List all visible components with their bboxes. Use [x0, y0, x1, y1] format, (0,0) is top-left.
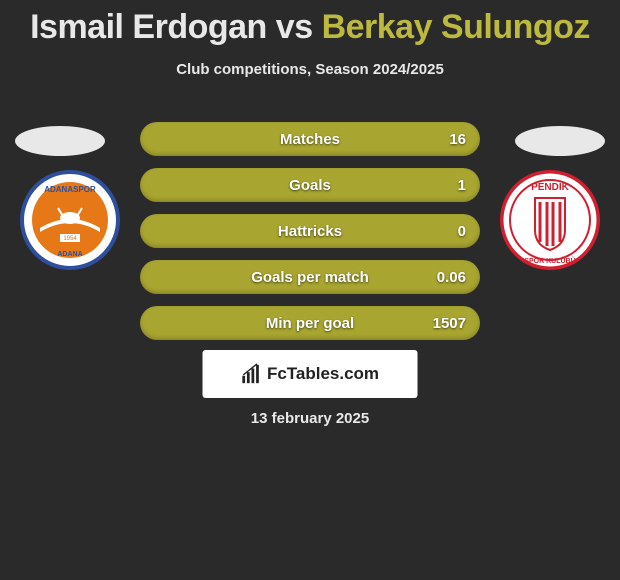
vs-text: vs: [276, 8, 313, 46]
stat-label: Goals per match: [251, 269, 369, 286]
subtitle: Club competitions, Season 2024/2025: [0, 61, 620, 78]
watermark-text: FcTables.com: [267, 364, 379, 384]
player2-avatar: [515, 126, 605, 156]
chart-icon: [241, 363, 263, 385]
player1-avatar: [15, 126, 105, 156]
svg-text:1954: 1954: [63, 236, 77, 242]
date-text: 13 february 2025: [0, 410, 620, 427]
svg-text:SPOR KULÜBÜ: SPOR KULÜBÜ: [524, 256, 575, 265]
pendik-logo: PENDIK SPOR KULÜBÜ: [500, 170, 600, 270]
svg-text:PENDIK: PENDIK: [531, 182, 570, 193]
stat-row-hattricks: Hattricks 0: [140, 214, 480, 248]
stat-row-goals: Goals 1: [140, 168, 480, 202]
stat-value-right: 0.06: [437, 269, 466, 286]
stat-row-matches: Matches 16: [140, 122, 480, 156]
stat-value-right: 1507: [433, 315, 466, 332]
stat-value-right: 16: [449, 131, 466, 148]
svg-text:ADANASPOR: ADANASPOR: [44, 185, 96, 194]
stat-value-right: 0: [458, 223, 466, 240]
adanaspor-logo: ADANASPOR ADANA 1954: [20, 170, 120, 270]
stat-label: Min per goal: [266, 315, 354, 332]
watermark: FcTables.com: [203, 350, 418, 398]
stat-row-gpm: Goals per match 0.06: [140, 260, 480, 294]
stat-rows: Matches 16 Goals 1 Hattricks 0 Goals per…: [140, 122, 480, 352]
page-title: Ismail Erdogan vs Berkay Sulungoz: [0, 0, 620, 47]
stat-row-mpg: Min per goal 1507: [140, 306, 480, 340]
stat-value-right: 1: [458, 177, 466, 194]
stat-label: Hattricks: [278, 223, 342, 240]
svg-text:ADANA: ADANA: [57, 251, 82, 258]
stat-label: Goals: [289, 177, 331, 194]
player2-name: Berkay Sulungoz: [322, 8, 590, 46]
stat-label: Matches: [280, 131, 340, 148]
player1-name: Ismail Erdogan: [30, 8, 267, 46]
